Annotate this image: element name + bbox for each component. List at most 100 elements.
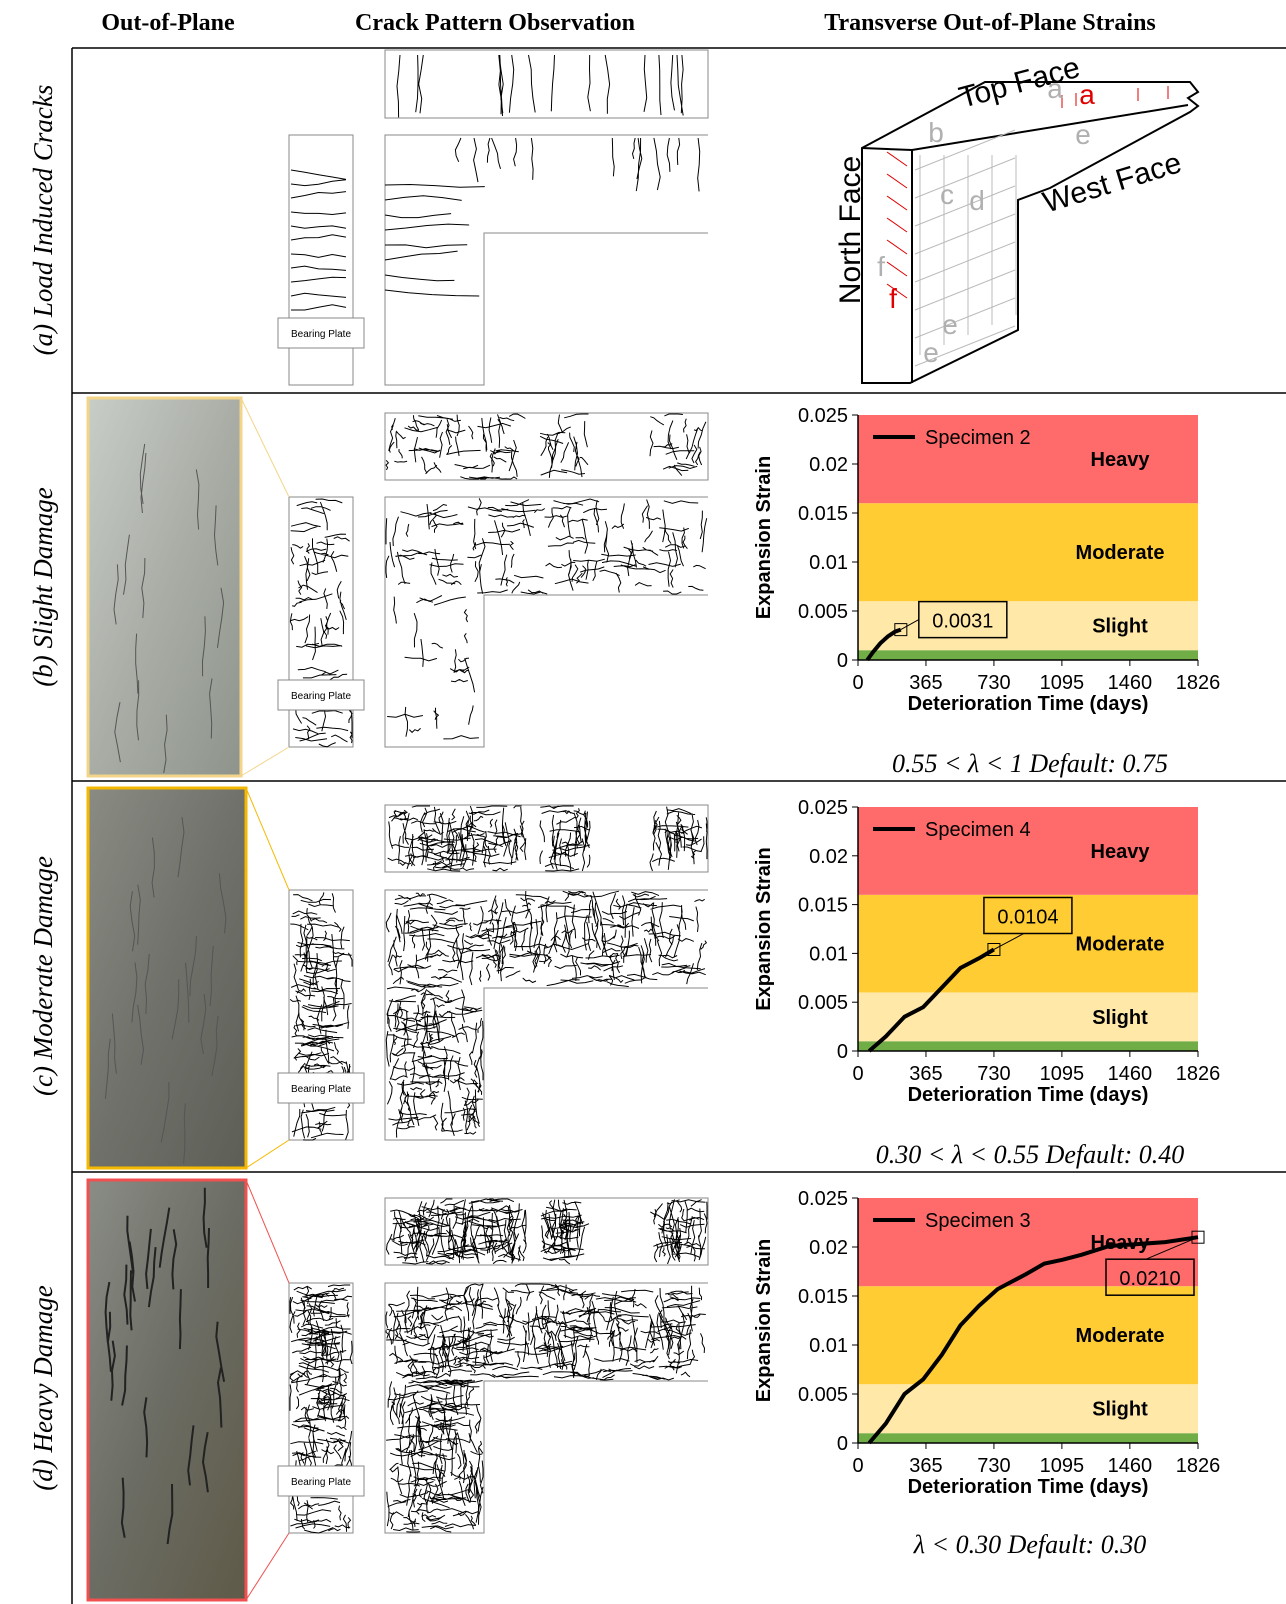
l-outline <box>384 889 708 1141</box>
y-tick-label: 0.015 <box>798 503 848 525</box>
crack-pattern <box>288 412 709 748</box>
zone-band <box>858 650 1198 660</box>
column-header: Crack Pattern Observation <box>355 10 635 36</box>
y-tick-label: 0.005 <box>798 992 848 1014</box>
y-tick-label: 0 <box>837 650 848 672</box>
y-tick-label: 0.02 <box>809 846 848 868</box>
gauge-label: e <box>942 309 958 340</box>
callout-box <box>1105 1258 1195 1296</box>
zone-band <box>858 415 1198 504</box>
l-outline <box>384 1282 708 1534</box>
legend-label: Specimen 4 <box>925 819 1031 841</box>
y-tick-label: 0.025 <box>798 1188 848 1210</box>
bearing-plate <box>277 679 365 711</box>
gauge-label: f <box>877 251 885 282</box>
callout-leader <box>900 619 920 631</box>
y-tick-label: 0.025 <box>798 797 848 819</box>
zone-label: Moderate <box>1076 1325 1165 1347</box>
zone-band <box>858 1384 1198 1434</box>
x-tick-label: 0 <box>852 672 863 694</box>
strip-outline <box>384 1197 709 1266</box>
row-label: (a) Load Induced Cracks <box>28 85 58 356</box>
legend-label: Specimen 2 <box>925 427 1031 449</box>
y-tick-label: 0.015 <box>798 1286 848 1308</box>
gauge-marks <box>886 86 1169 299</box>
specimen-diagram <box>861 81 1200 384</box>
x-tick-label: 1095 <box>1040 1455 1085 1477</box>
connector <box>245 1139 290 1169</box>
y-tick-label: 0.01 <box>809 1335 848 1357</box>
zone-band <box>858 1433 1198 1443</box>
x-tick-label: 1095 <box>1040 1063 1085 1085</box>
gauge-label: c <box>940 179 954 210</box>
zone-band <box>858 1041 1198 1051</box>
strip-outline <box>384 804 709 873</box>
x-tick-label: 365 <box>909 1455 942 1477</box>
bearing-plate-label: Bearing Plate <box>291 1084 351 1095</box>
x-tick-label: 1460 <box>1108 1455 1153 1477</box>
zone-band <box>858 1286 1198 1385</box>
y-tick-label: 0.02 <box>809 454 848 476</box>
callout-label: 0.0210 <box>1119 1268 1180 1290</box>
diagram-edges <box>861 104 1189 383</box>
column-outline <box>288 1282 354 1534</box>
l-outline <box>384 496 708 748</box>
zone-band <box>858 992 1198 1042</box>
callout-leader <box>1145 1236 1199 1260</box>
bearing-plate <box>277 1465 365 1497</box>
y-axis-title: Expansion Strain <box>753 456 775 619</box>
x-tick-label: 1826 <box>1176 1455 1221 1477</box>
x-tick-label: 365 <box>909 672 942 694</box>
legend-label: Specimen 3 <box>925 1210 1031 1232</box>
specimen-photo <box>86 396 243 778</box>
x-axis-title: Deterioration Time (days) <box>908 1084 1149 1106</box>
zone-label: Slight <box>1092 1007 1148 1029</box>
zone-label: Heavy <box>1091 841 1151 863</box>
bearing-plate <box>277 1072 365 1104</box>
gauge-label: e <box>923 337 939 368</box>
gauge-label: f <box>889 283 897 314</box>
x-tick-label: 730 <box>977 672 1010 694</box>
x-axis-title: Deterioration Time (days) <box>908 1476 1149 1498</box>
x-tick-label: 1460 <box>1108 672 1153 694</box>
y-tick-label: 0.005 <box>798 1384 848 1406</box>
y-tick-label: 0 <box>837 1041 848 1063</box>
connector <box>245 787 290 891</box>
x-tick-label: 730 <box>977 1455 1010 1477</box>
zone-band <box>858 807 1198 895</box>
photo-cracks <box>113 443 225 774</box>
y-tick-label: 0.01 <box>809 552 848 574</box>
row-label: (d) Heavy Damage <box>28 1285 58 1490</box>
zone-band <box>858 503 1198 602</box>
y-tick-label: 0.005 <box>798 601 848 623</box>
callout-marker <box>1191 1230 1205 1244</box>
face-label: North Face <box>834 156 867 304</box>
connector <box>240 746 290 777</box>
connector <box>245 1179 290 1284</box>
gauge-label: e <box>1075 119 1091 150</box>
lambda-range: 0.55 < λ < 1 Default: 0.75 <box>892 749 1168 778</box>
bearing-plate-label: Bearing Plate <box>291 1477 351 1488</box>
bearing-plate <box>277 317 365 349</box>
column-outline <box>288 889 354 1141</box>
row-label: (b) Slight Damage <box>28 487 58 686</box>
callout-box <box>918 600 1008 639</box>
gauge-grid <box>914 129 1017 367</box>
crack-pattern <box>288 804 709 1141</box>
x-tick-label: 730 <box>977 1063 1010 1085</box>
callout-box <box>983 896 1073 935</box>
series-line <box>867 947 995 1053</box>
table-lines <box>71 47 1286 1604</box>
connector <box>240 397 290 498</box>
y-tick-label: 0.02 <box>809 1237 848 1259</box>
column-header: Transverse Out-of-Plane Strains <box>824 10 1156 36</box>
callout-label: 0.0104 <box>997 906 1058 928</box>
column-outline <box>288 134 354 386</box>
column-outline <box>288 496 354 748</box>
gauge-label: b <box>928 117 944 148</box>
zone-band <box>858 601 1198 651</box>
x-axis-title: Deterioration Time (days) <box>908 693 1149 715</box>
zone-band <box>858 894 1198 993</box>
crack-pattern <box>288 1197 709 1534</box>
